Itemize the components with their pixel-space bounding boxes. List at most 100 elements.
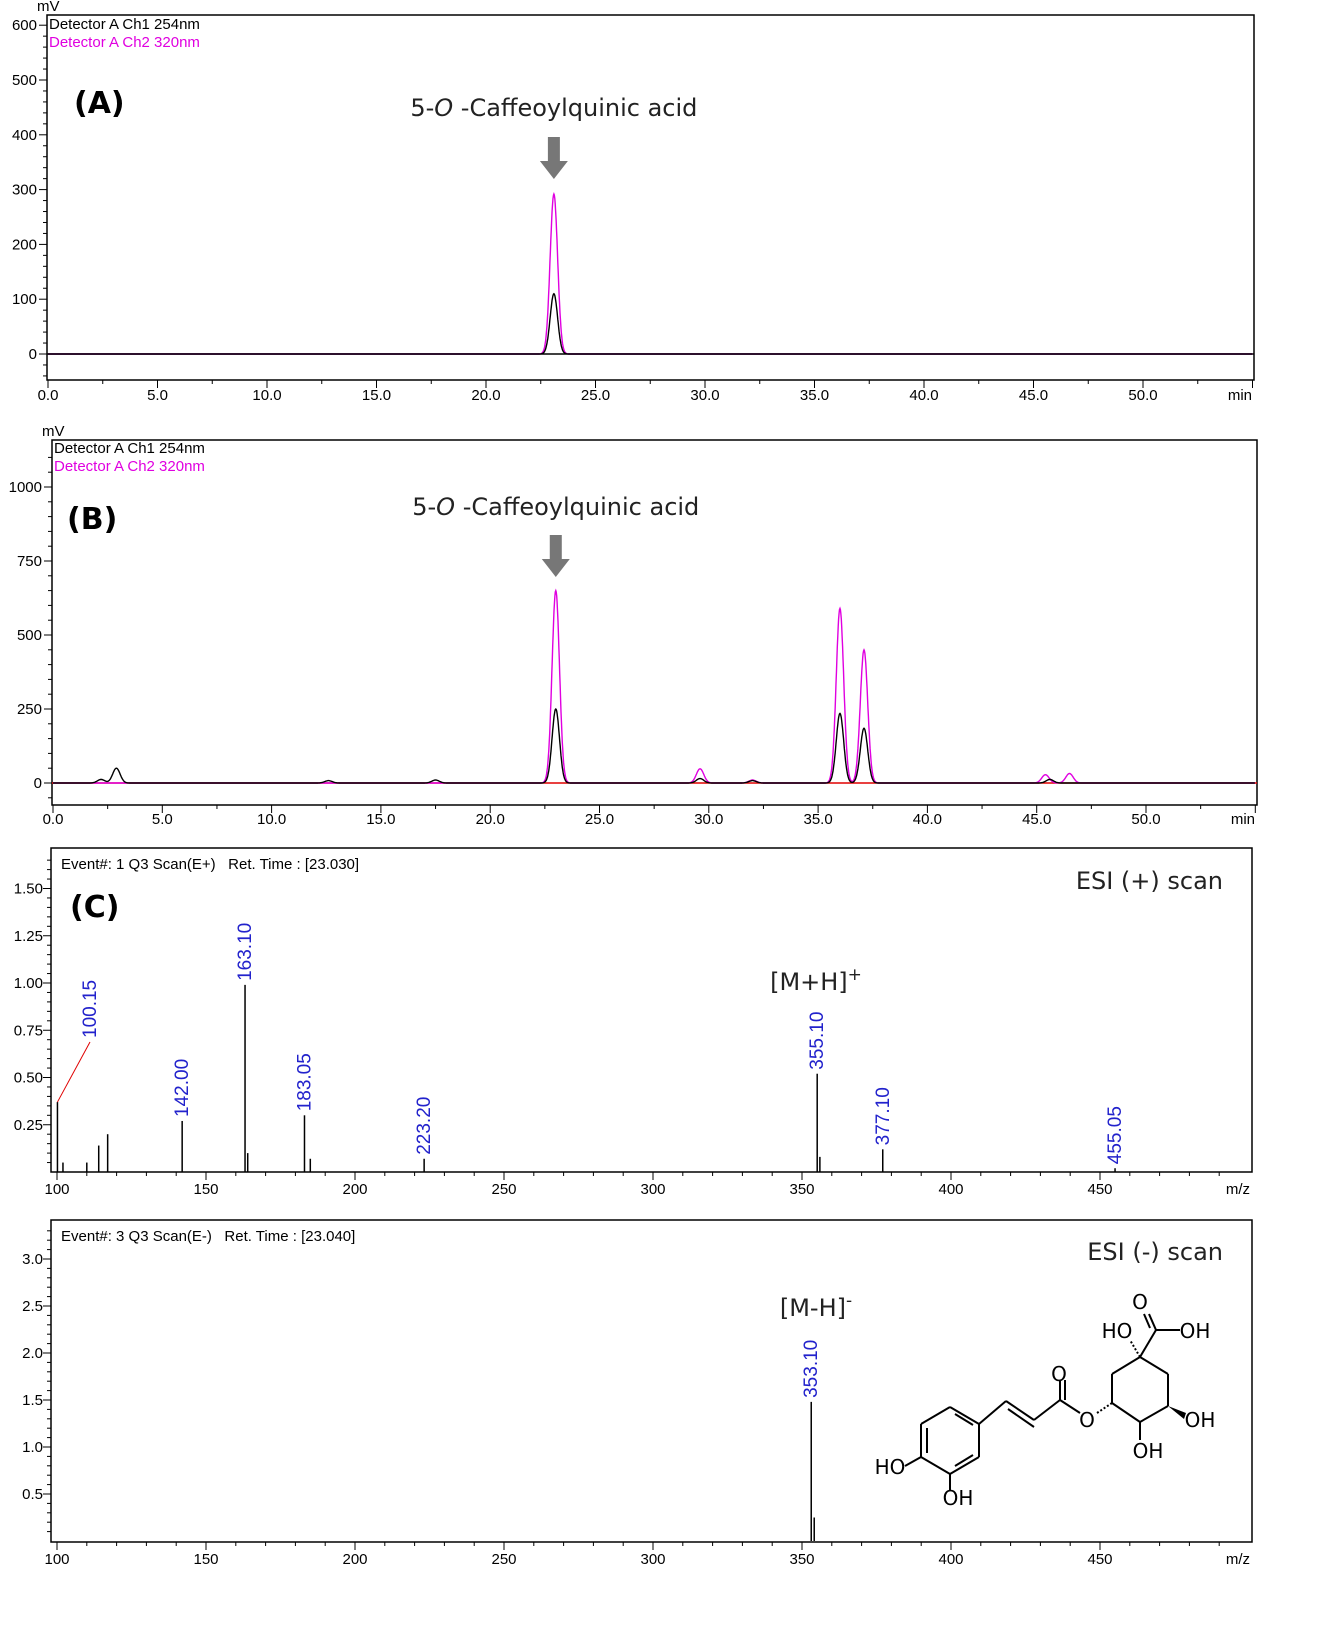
y-tick-label: 1.25 bbox=[14, 928, 43, 945]
structure-bond bbox=[1139, 1405, 1169, 1423]
x-tick-label: 15.0 bbox=[362, 387, 391, 404]
y-tick-label: 300 bbox=[12, 182, 37, 199]
y-tick-label: 1.0 bbox=[22, 1439, 43, 1456]
x-tick-label: 350 bbox=[789, 1181, 814, 1198]
panel-label: (C) bbox=[70, 890, 119, 925]
x-tick-label: 40.0 bbox=[913, 811, 942, 828]
ion-charge: + bbox=[848, 965, 862, 985]
ion-label: [M-H]- bbox=[780, 1291, 852, 1322]
y-tick-label: 2.0 bbox=[22, 1345, 43, 1362]
annotation-italic: O bbox=[434, 94, 453, 122]
structure-bond bbox=[949, 1456, 980, 1475]
y-tick-label: 0.5 bbox=[22, 1486, 43, 1503]
panel-label: (B) bbox=[67, 502, 117, 537]
atom-label: OH bbox=[1185, 1408, 1216, 1432]
structure-bond bbox=[1059, 1399, 1081, 1414]
scan-mode-label: ESI (-) scan bbox=[1087, 1238, 1223, 1266]
peak-label: 163.10 bbox=[235, 923, 256, 981]
chromatogram-b: mV 0 250 500 750 1000 0.0 5.0 10.0 15.0 20.0 25.0 30… bbox=[9, 423, 1258, 828]
x-axis-unit: m/z bbox=[1226, 1181, 1250, 1198]
peak-label: 455.05 bbox=[1105, 1106, 1126, 1164]
peak-label: 100.15 bbox=[80, 980, 101, 1038]
x-tick-label: 300 bbox=[640, 1551, 665, 1568]
x-tick-label: 200 bbox=[342, 1181, 367, 1198]
atom-label: OH bbox=[1180, 1319, 1211, 1343]
x-tick-label: 20.0 bbox=[476, 811, 505, 828]
x-tick-label: 150 bbox=[193, 1551, 218, 1568]
ion-label: [M+H]+ bbox=[770, 965, 862, 996]
scan-header: Event#: 1 Q3 Scan(E+) Ret. Time : [23.03… bbox=[61, 856, 359, 873]
x-tick-label: 200 bbox=[342, 1551, 367, 1568]
x-tick-label: 5.0 bbox=[147, 387, 168, 404]
ion-label-text: [M+H] bbox=[770, 968, 848, 996]
structure-bond bbox=[920, 1456, 951, 1475]
x-tick-label: 35.0 bbox=[803, 811, 832, 828]
x-tick-label: 45.0 bbox=[1022, 811, 1051, 828]
peak-annotation: 5-O -Caffeoylquinic acid bbox=[410, 94, 697, 122]
structure-bond bbox=[954, 1454, 974, 1467]
scan-mode-label: ESI (+) scan bbox=[1076, 867, 1223, 895]
y-tick-label: 0.75 bbox=[14, 1022, 43, 1039]
x-tick-label: 0.0 bbox=[43, 811, 64, 828]
ion-charge: - bbox=[846, 1291, 852, 1311]
structure-bond bbox=[1005, 1400, 1035, 1421]
x-tick-label: 100 bbox=[44, 1551, 69, 1568]
structure-bond bbox=[1148, 1313, 1157, 1331]
legend-entry: Detector A Ch2 320nm bbox=[49, 34, 200, 51]
y-tick-label: 1.50 bbox=[14, 881, 43, 898]
x-tick-label: 10.0 bbox=[252, 387, 281, 404]
structure-bond bbox=[920, 1406, 951, 1425]
peak-label: 142.00 bbox=[172, 1059, 193, 1117]
structure-bond bbox=[1033, 1399, 1061, 1421]
x-axis-unit: m/z bbox=[1226, 1551, 1250, 1568]
y-tick-label: 0 bbox=[34, 775, 42, 792]
series-trace-1 bbox=[48, 292, 1253, 355]
peak-annotation: 5-O -Caffeoylquinic acid bbox=[412, 493, 699, 521]
y-tick-label: 600 bbox=[12, 17, 37, 34]
y-tick-label: 200 bbox=[12, 236, 37, 253]
structure-bond bbox=[954, 1413, 974, 1426]
structure-bond bbox=[1111, 1402, 1141, 1423]
x-tick-label: 25.0 bbox=[585, 811, 614, 828]
x-tick-label: 450 bbox=[1087, 1551, 1112, 1568]
label-leader-line bbox=[57, 1041, 91, 1103]
peak-label: 353.10 bbox=[801, 1340, 822, 1398]
structure-bond bbox=[978, 1400, 1007, 1425]
x-tick-label: 450 bbox=[1087, 1181, 1112, 1198]
chromatogram-a-frame bbox=[46, 14, 1255, 381]
series-trace-1 bbox=[53, 707, 1255, 784]
atom-label: O bbox=[1051, 1362, 1067, 1386]
legend-entry: Detector A Ch2 320nm bbox=[54, 458, 205, 475]
annotation-suffix: -Caffeoylquinic acid bbox=[455, 493, 699, 521]
structure-bond bbox=[904, 1456, 922, 1467]
peak-label: 183.05 bbox=[294, 1053, 315, 1111]
chromatogram-a: mV 0 100 200 300 400 500 600 0.0 5.0 10.0 15.0 20.0 2… bbox=[12, 0, 1255, 404]
peak-label: 377.10 bbox=[873, 1087, 894, 1145]
y-tick-label: 0.50 bbox=[14, 1070, 43, 1087]
x-tick-label: 30.0 bbox=[690, 387, 719, 404]
x-tick-label: 0.0 bbox=[38, 387, 59, 404]
atom-label: O bbox=[1132, 1290, 1148, 1314]
x-tick-label: 250 bbox=[491, 1551, 516, 1568]
down-arrow-icon bbox=[541, 535, 570, 577]
x-tick-label: 45.0 bbox=[1019, 387, 1048, 404]
ion-label-text: [M-H] bbox=[780, 1294, 846, 1322]
y-tick-label: 1000 bbox=[9, 479, 42, 496]
atom-label: HO bbox=[875, 1455, 906, 1479]
x-tick-label: 350 bbox=[789, 1551, 814, 1568]
y-tick-label: 3.0 bbox=[22, 1251, 43, 1268]
annotation-prefix: 5- bbox=[410, 94, 434, 122]
x-tick-label: 400 bbox=[938, 1551, 963, 1568]
x-axis-unit: min bbox=[1231, 811, 1255, 828]
x-tick-label: 50.0 bbox=[1128, 387, 1157, 404]
atom-label: HO bbox=[1102, 1319, 1133, 1343]
x-tick-label: 25.0 bbox=[581, 387, 610, 404]
y-tick-label: 500 bbox=[17, 627, 42, 644]
x-axis-unit: min bbox=[1228, 387, 1252, 404]
series-trace-2 bbox=[53, 588, 1255, 784]
scan-header: Event#: 3 Q3 Scan(E-) Ret. Time : [23.04… bbox=[61, 1228, 355, 1245]
hash-bond bbox=[1129, 1339, 1141, 1358]
peak-label: 355.10 bbox=[807, 1012, 828, 1070]
y-tick-label: 1.5 bbox=[22, 1392, 43, 1409]
